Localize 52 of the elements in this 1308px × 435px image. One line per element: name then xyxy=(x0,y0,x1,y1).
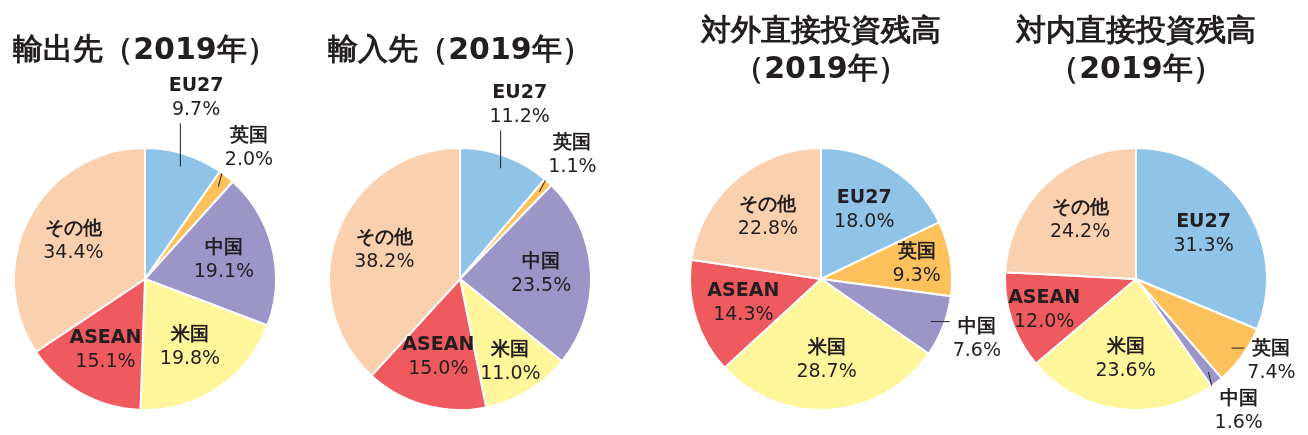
slice-label: 英国 xyxy=(896,238,936,261)
data-label: 19.8% xyxy=(159,345,221,368)
chart-title: 輸入先（2019年） xyxy=(328,30,592,68)
data-label: 15.0% xyxy=(408,356,469,379)
chart-title: 輸出先（2019年） xyxy=(13,30,277,68)
data-label: 1.1% xyxy=(548,154,597,177)
slice-label: 米国 xyxy=(806,334,846,357)
data-label: 38.2% xyxy=(354,248,415,271)
data-label: 7.4% xyxy=(1247,359,1296,382)
data-label: 19.1% xyxy=(193,258,255,281)
slice-label: ASEAN xyxy=(402,332,475,355)
data-label: 24.2% xyxy=(1049,219,1111,242)
slice-label: EU27 xyxy=(168,73,224,96)
data-label: 14.3% xyxy=(713,301,774,324)
slice-label: 中国 xyxy=(204,234,243,257)
slice-label: ASEAN xyxy=(707,277,780,300)
data-label: 9.3% xyxy=(892,262,941,285)
slice-label: 中国 xyxy=(522,249,561,272)
data-label: 12.0% xyxy=(1013,308,1075,331)
data-label: 7.6% xyxy=(952,338,1001,361)
slice-label: ASEAN xyxy=(69,324,142,347)
slice-label: 米国 xyxy=(1105,334,1145,357)
data-label: 23.6% xyxy=(1095,358,1156,381)
chart-title: 対外直接投資残高（2019年） xyxy=(699,11,942,87)
slice-label: その他 xyxy=(739,192,798,215)
chart-title: 対内直接投資残高（2019年） xyxy=(1014,11,1257,87)
data-label: 1.6% xyxy=(1214,409,1263,432)
data-label: 15.1% xyxy=(75,348,136,371)
data-label: 18.0% xyxy=(834,209,895,232)
slice-label: その他 xyxy=(1051,195,1110,218)
slice-label: 英国 xyxy=(552,130,592,153)
slice-label: その他 xyxy=(355,224,414,247)
slice-label: 米国 xyxy=(490,336,530,359)
data-label: 22.8% xyxy=(737,216,799,239)
data-label: 31.3% xyxy=(1173,232,1234,255)
data-label: 23.5% xyxy=(510,273,572,296)
slice-label: ASEAN xyxy=(1008,284,1081,307)
data-label: 9.7% xyxy=(171,97,221,120)
slice-label: 英国 xyxy=(229,123,268,146)
slice-label: その他 xyxy=(44,215,103,238)
data-label: 11.2% xyxy=(489,104,550,127)
slice-label: 中国 xyxy=(957,314,996,337)
data-label: 2.0% xyxy=(224,147,274,170)
slice-label: EU27 xyxy=(492,80,548,103)
slice-label: 中国 xyxy=(1219,385,1258,408)
slice-label: 米国 xyxy=(169,321,209,344)
data-label: 34.4% xyxy=(43,239,104,262)
slice-label: 英国 xyxy=(1251,335,1291,358)
data-label: 28.7% xyxy=(796,358,857,381)
data-label: 11.0% xyxy=(480,360,541,383)
slice-label: EU27 xyxy=(836,185,892,208)
slice-label: EU27 xyxy=(1176,208,1231,231)
